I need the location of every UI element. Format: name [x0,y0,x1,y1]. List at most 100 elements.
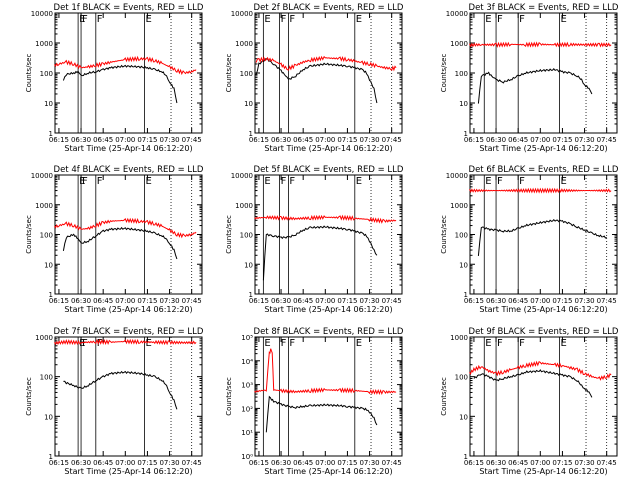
lld-series-line [469,187,612,194]
x-tick-label: 06:30 [486,459,506,467]
x-tick-label: 06:30 [71,297,91,305]
x-tick-label: 06:30 [71,136,91,144]
events-series-line [62,226,178,260]
plot-frame [254,12,403,134]
y-tick-label: 10 [459,413,468,421]
interval-flag: E [79,14,85,25]
y-axis-label: Counts/sec [440,377,448,416]
x-axis-label: Start Time (25-Apr-14 06:12:20) [264,305,392,314]
y-tick-label: 1000 [35,334,53,342]
y-tick-label: 1000 [450,334,468,342]
x-tick-label: 07:45 [182,136,202,144]
panel-det-5: Det 5f BLACK = Events, RED = LLD 1 10 100 10… [225,165,404,314]
x-tick-label: 07:15 [337,459,357,467]
y-tick-label: 100 [455,374,468,382]
interval-flag: E [264,176,270,187]
panel-title: Det 5f BLACK = Events, RED = LLD [254,165,404,175]
x-tick-label: 06:30 [271,459,291,467]
x-tick-label: 07:30 [574,459,594,467]
lld-series-line [469,360,612,381]
interval-flag: F [281,338,287,349]
x-tick-label: 07:30 [574,297,594,305]
interval-flag: E [485,176,491,187]
interval-flag: E [356,14,362,25]
panel-title: Det 2f BLACK = Events, RED = LLD [254,3,404,13]
y-tick-label: 10 [459,261,468,269]
x-tick-label: 07:30 [159,136,179,144]
events-series-line [473,369,593,398]
interval-flag: E [485,338,491,349]
x-tick-label: 07:15 [552,136,572,144]
interval-flag: F [97,176,103,187]
x-tick-label: 07:45 [597,297,617,305]
lld-series-line [54,338,197,346]
y-axis-label: Counts/sec [440,215,448,254]
panel-title: Det 7f BLACK = Events, RED = LLD [54,327,204,337]
x-tick-label: 06:30 [271,136,291,144]
y-tick-label: 1 [464,130,468,138]
interval-flag: E [145,176,151,187]
events-series-line [255,58,378,104]
x-tick-label: 06:45 [508,136,528,144]
events-series-line [63,370,178,410]
y-tick-label: 10⁰ [241,453,253,461]
plot-frame [469,336,618,457]
y-axis-label: Counts/sec [225,377,233,416]
events-series-line [62,64,178,104]
panel-det-4: Det 4f BLACK = Events, RED = LLD 1 10 100 10… [25,165,204,314]
y-tick-label: 10⁴ [241,358,253,366]
interval-flag: E [79,338,85,349]
y-tick-label: 10¹ [241,429,253,437]
interval-flag: F [497,176,503,187]
x-tick-label: 07:45 [382,297,402,305]
x-tick-label: 07:15 [337,297,357,305]
y-tick-label: 1 [249,291,253,299]
y-tick-label: 1000 [450,40,468,48]
y-tick-label: 10³ [241,382,253,390]
x-tick-label: 07:00 [315,297,335,305]
x-tick-label: 07:15 [137,459,157,467]
x-axis-label: Start Time (25-Apr-14 06:12:20) [479,305,607,314]
interval-flag: E [145,14,151,25]
y-tick-label: 1 [49,453,53,461]
interval-flag: E [560,14,566,25]
y-tick-label: 1000 [450,202,468,210]
y-tick-label: 10000 [231,172,253,180]
x-tick-label: 07:30 [159,459,179,467]
y-tick-label: 1 [249,130,253,138]
plot-frame [254,174,403,295]
interval-flag: F [289,176,295,187]
x-tick-label: 07:15 [137,136,157,144]
x-tick-label: 07:30 [359,297,379,305]
y-tick-label: 10000 [446,10,468,18]
x-axis-label: Start Time (25-Apr-14 06:12:20) [64,305,192,314]
interval-flag: E [485,14,491,25]
x-tick-label: 07:00 [115,297,135,305]
y-tick-label: 1 [464,453,468,461]
y-tick-label: 10000 [231,10,253,18]
y-axis-label: Counts/sec [225,215,233,254]
x-tick-label: 07:00 [115,459,135,467]
panel-det-7: Det 7f BLACK = Events, RED = LLD 1 10 100 10… [25,327,204,476]
x-tick-label: 07:00 [115,136,135,144]
interval-flag: F [289,14,295,25]
interval-flag: E [264,14,270,25]
y-axis-label: Counts/sec [25,54,33,93]
panel-det-1: Det 1f BLACK = Events, RED = LLD 1 10 100 10… [25,3,204,153]
plot-frame [254,336,403,457]
panel-det-9: Det 9f BLACK = Events, RED = LLD 1 10 100 10… [440,327,619,476]
y-tick-label: 1000 [35,40,53,48]
y-tick-label: 100 [455,70,468,78]
interval-flag: F [289,338,295,349]
y-tick-label: 10 [459,100,468,108]
x-tick-label: 06:15 [464,136,484,144]
y-axis-label: Counts/sec [25,377,33,416]
interval-flag: E [560,338,566,349]
x-tick-label: 06:30 [486,297,506,305]
interval-flag: F [97,14,103,25]
events-series-line [477,68,593,104]
y-axis-label: Counts/sec [25,215,33,254]
events-series-line [477,218,607,256]
y-tick-label: 10 [244,100,253,108]
